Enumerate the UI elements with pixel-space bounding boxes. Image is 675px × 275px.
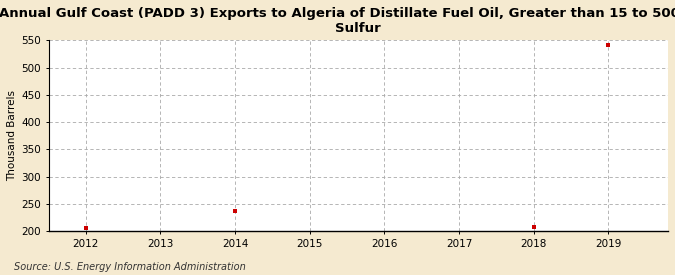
- Title: Annual Gulf Coast (PADD 3) Exports to Algeria of Distillate Fuel Oil, Greater th: Annual Gulf Coast (PADD 3) Exports to Al…: [0, 7, 675, 35]
- Text: Source: U.S. Energy Information Administration: Source: U.S. Energy Information Administ…: [14, 262, 245, 272]
- Y-axis label: Thousand Barrels: Thousand Barrels: [7, 90, 17, 181]
